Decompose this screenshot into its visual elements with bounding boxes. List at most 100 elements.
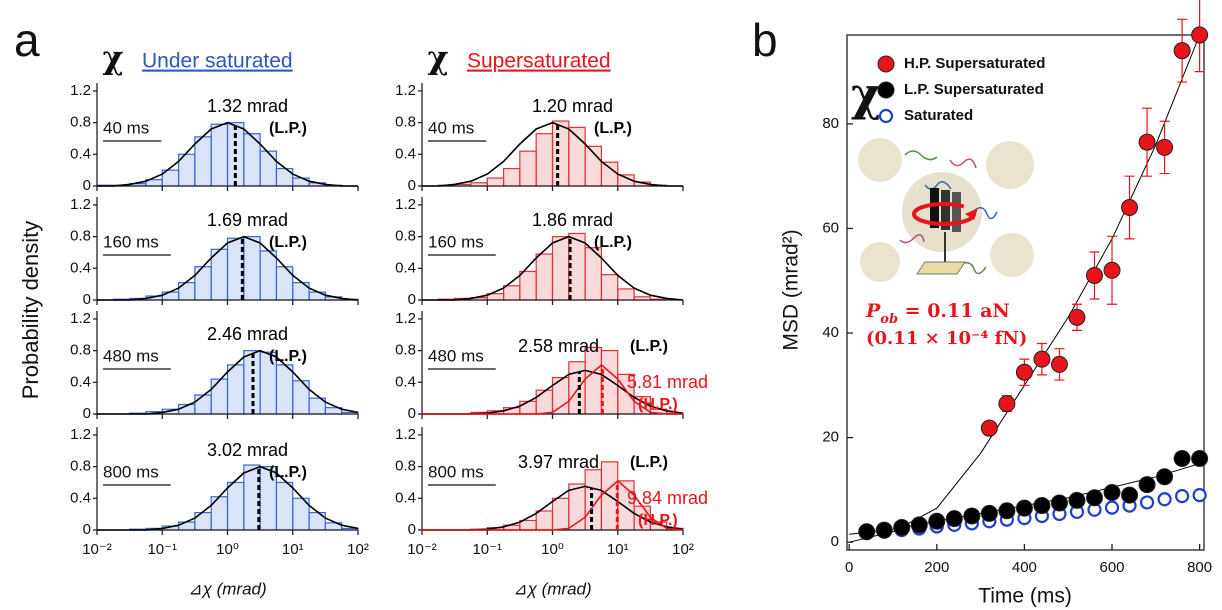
x-tick-label: 10¹ xyxy=(607,541,629,558)
column-title: Under saturated xyxy=(142,50,293,73)
x-tick-label: 0 xyxy=(845,559,853,576)
data-point xyxy=(1068,491,1086,509)
fit-curve xyxy=(422,121,683,187)
median-tag: (L.P.) xyxy=(269,348,307,365)
data-point xyxy=(1139,495,1155,510)
data-point xyxy=(1104,500,1120,515)
data-point xyxy=(1050,494,1068,512)
legend-marker xyxy=(877,55,895,73)
histogram-bar xyxy=(519,150,537,187)
inset-shape xyxy=(860,242,900,282)
data-point xyxy=(1068,308,1086,326)
inset-crystal xyxy=(952,192,961,232)
y-tick-label: 1.2 xyxy=(70,82,91,99)
histogram-bar xyxy=(617,288,635,301)
y-tick-label: 0 xyxy=(831,533,839,550)
data-point xyxy=(1033,497,1051,515)
inset-proteins xyxy=(899,150,998,275)
x-tick-label: 10⁻¹ xyxy=(472,541,502,558)
data-point xyxy=(1156,468,1174,486)
fit-curve xyxy=(422,479,684,531)
y-tick-label: 0.4 xyxy=(395,145,416,162)
inset-shape xyxy=(899,234,925,244)
column-title: Supersaturated xyxy=(467,50,611,73)
fit-curve xyxy=(97,349,359,415)
panel-label: a xyxy=(14,14,40,66)
y-tick-label: 1.2 xyxy=(70,426,91,443)
data-point xyxy=(1192,488,1207,503)
y-axis-label: Probability density xyxy=(18,221,43,400)
y-tick-label: 0.8 xyxy=(70,228,91,245)
median-label: 9.84 mrad xyxy=(627,488,708,508)
data-point xyxy=(1103,483,1121,501)
histogram-bar xyxy=(584,469,603,531)
x-tick-label: 10² xyxy=(672,541,694,558)
duration-label: 480 ms xyxy=(103,346,159,365)
y-tick-label: 0 xyxy=(408,291,416,308)
inset-shape xyxy=(974,207,998,220)
data-point xyxy=(928,512,946,530)
histogram-bar xyxy=(210,378,229,415)
median-tag: (L.P.) xyxy=(269,464,307,481)
duration-label: 40 ms xyxy=(428,118,474,137)
data-point xyxy=(1173,42,1191,60)
legend-marker xyxy=(877,81,895,99)
inset-shape xyxy=(904,150,938,161)
fit-curve xyxy=(422,363,683,415)
y-tick-label: 0.8 xyxy=(70,458,91,475)
median-tag: (H.P.) xyxy=(638,512,678,529)
legend-label: L.P. Supersaturated xyxy=(904,81,1044,98)
median-label: 1.32 mrad xyxy=(207,96,288,116)
histogram-bar xyxy=(551,497,570,531)
histogram-bar xyxy=(535,133,554,187)
data-point xyxy=(1015,363,1033,381)
inset-shape xyxy=(858,138,902,182)
data-point xyxy=(945,510,963,528)
median-label: 1.20 mrad xyxy=(532,96,613,116)
y-tick-label: 0.4 xyxy=(70,489,91,506)
y-tick-label: 20 xyxy=(822,429,839,446)
y-tick-label: 1.2 xyxy=(395,82,416,99)
histogram-bar xyxy=(535,253,554,301)
legend-symbol: χ xyxy=(851,67,881,121)
x-tick-label: 10⁻² xyxy=(407,541,437,558)
histogram-bar xyxy=(584,346,603,415)
column-symbol: χ xyxy=(102,39,123,77)
y-tick-label: 1.2 xyxy=(395,310,416,327)
panel-label: b xyxy=(752,14,778,66)
data-point xyxy=(1121,199,1139,217)
median-tag: (L.P.) xyxy=(594,120,632,137)
fit-curve xyxy=(422,235,684,301)
histogram-bar xyxy=(502,285,521,301)
plot-frame xyxy=(846,34,1205,551)
x-tick-label: 600 xyxy=(1099,559,1124,576)
median-tag: (L.P.) xyxy=(630,454,668,471)
histogram-bar xyxy=(194,136,212,187)
y-tick-label: 60 xyxy=(822,219,839,236)
duration-label: 40 ms xyxy=(103,118,149,137)
x-tick-label: 10⁰ xyxy=(541,541,564,558)
legend-marker xyxy=(878,108,894,124)
median-tag: (L.P.) xyxy=(594,234,632,251)
inset-shape xyxy=(949,158,977,169)
median-tag: (H.P.) xyxy=(638,396,678,413)
histogram-bar xyxy=(551,236,570,301)
duration-label: 160 ms xyxy=(103,232,159,251)
x-axis-label: ⊿χ (mrad) xyxy=(513,579,591,598)
duration-label: 800 ms xyxy=(428,462,484,481)
x-tick-label: 400 xyxy=(1012,559,1037,576)
data-point xyxy=(980,419,998,437)
histogram-bar xyxy=(600,161,619,187)
data-point xyxy=(858,523,876,541)
histogram-bar xyxy=(226,364,245,415)
column-symbol: χ xyxy=(427,39,448,77)
data-point xyxy=(1191,450,1209,468)
histogram-bar xyxy=(275,481,294,531)
data-point xyxy=(1174,489,1190,504)
y-tick-label: 0 xyxy=(83,177,91,194)
histogram-bar xyxy=(194,394,212,415)
y-tick-label: 0.8 xyxy=(70,342,91,359)
y-tick-label: 1.2 xyxy=(70,196,91,213)
histogram-bar xyxy=(161,291,180,301)
